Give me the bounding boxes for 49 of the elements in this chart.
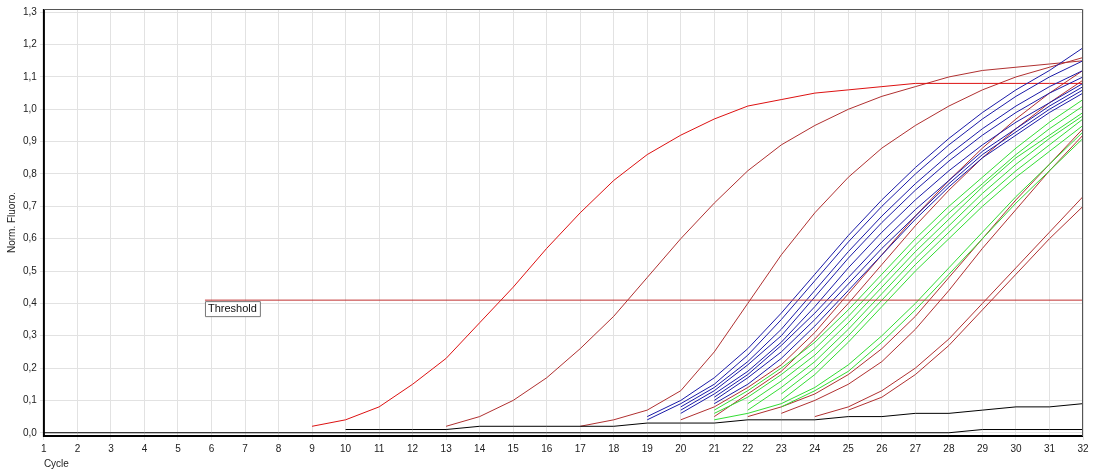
y-tick-label: 1,0 — [23, 103, 38, 115]
x-tick-label: 2 — [74, 442, 81, 454]
x-tick-label: 26 — [876, 442, 888, 454]
x-tick-label: 4 — [141, 442, 148, 454]
x-tick-label: 18 — [608, 442, 620, 454]
x-tick-label: 24 — [809, 442, 821, 454]
x-tick-label: 32 — [1077, 442, 1089, 454]
y-tick-label: 1,3 — [23, 5, 38, 17]
x-tick-label: 13 — [440, 442, 453, 454]
y-tick-label: 0,8 — [23, 167, 38, 179]
x-tick-label: 17 — [574, 442, 587, 454]
ref-line-label: Threshold — [207, 302, 257, 315]
y-tick-label: 1,1 — [23, 70, 38, 82]
x-tick-label: 31 — [1043, 442, 1056, 454]
x-tick-label: 5 — [175, 442, 182, 454]
x-tick-label: 30 — [1010, 442, 1022, 454]
x-tick-label: 16 — [541, 442, 553, 454]
x-tick-label: 19 — [641, 442, 654, 454]
x-tick-label: 7 — [242, 442, 249, 454]
x-tick-label: 1 — [41, 442, 48, 454]
x-tick-label: 9 — [309, 442, 316, 454]
x-axis-title: Cycle — [43, 457, 70, 469]
y-tick-label: 0,1 — [23, 394, 38, 406]
y-axis-title: Norm. Fluoro. — [5, 191, 17, 254]
x-tick-label: 15 — [507, 442, 520, 454]
x-tick-label: 14 — [474, 442, 486, 454]
x-tick-label: 29 — [976, 442, 989, 454]
x-tick-label: 28 — [943, 442, 955, 454]
x-tick-label: 21 — [708, 442, 721, 454]
y-tick-label: 0,9 — [23, 135, 38, 147]
x-tick-label: 25 — [842, 442, 855, 454]
y-tick-label: 1,2 — [23, 38, 38, 50]
x-tick-label: 8 — [275, 442, 282, 454]
x-tick-label: 11 — [373, 442, 385, 454]
x-tick-label: 10 — [340, 442, 352, 454]
y-tick-label: 0,7 — [23, 200, 38, 212]
x-tick-label: 12 — [407, 442, 419, 454]
y-tick-label: 0,5 — [23, 264, 38, 276]
y-tick-label: 0,3 — [23, 329, 38, 341]
y-tick-label: 0,4 — [23, 297, 38, 309]
y-tick-label: 0,2 — [23, 361, 38, 373]
y-tick-label: 0,0 — [23, 426, 38, 438]
x-tick-label: 6 — [208, 442, 215, 454]
x-tick-label: 20 — [675, 442, 687, 454]
x-tick-label: 23 — [775, 442, 788, 454]
x-tick-label: 3 — [108, 442, 115, 454]
x-tick-label: 27 — [909, 442, 922, 454]
x-tick-label: 22 — [742, 442, 754, 454]
y-tick-label: 0,6 — [23, 232, 38, 244]
